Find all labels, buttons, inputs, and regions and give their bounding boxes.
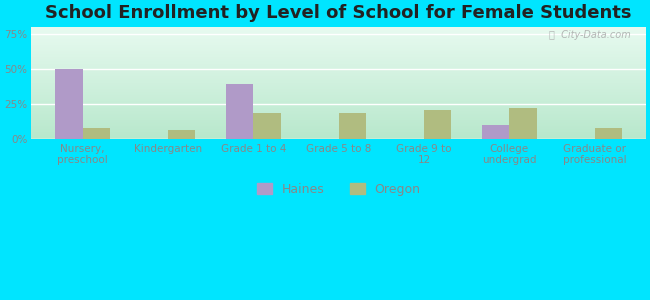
Bar xyxy=(482,125,510,140)
Bar xyxy=(595,128,622,140)
Legend: Haines, Oregon: Haines, Oregon xyxy=(252,178,426,201)
Bar xyxy=(168,130,195,140)
Bar xyxy=(226,84,254,140)
Text: Ⓒ  City-Data.com: Ⓒ City-Data.com xyxy=(549,30,630,40)
Bar xyxy=(339,112,366,140)
Bar xyxy=(254,112,281,140)
Bar xyxy=(424,110,451,140)
Bar xyxy=(55,69,83,140)
Bar xyxy=(83,128,110,140)
Title: School Enrollment by Level of School for Female Students: School Enrollment by Level of School for… xyxy=(46,4,632,22)
Bar xyxy=(510,108,537,140)
